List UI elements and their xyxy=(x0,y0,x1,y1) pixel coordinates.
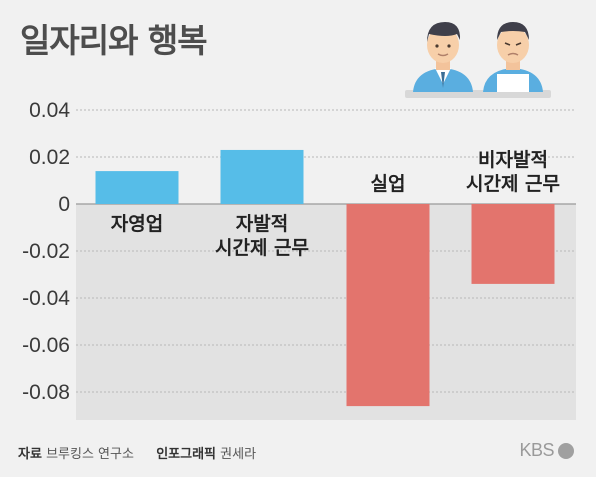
y-tick-label: 0.04 xyxy=(29,99,70,122)
bar-chart: 0.04 0.02 0 -0.02 -0.04 -0.06 -0.08 자영업 자발적 시간제 … xyxy=(22,99,576,420)
kbs-logo: KBS xyxy=(519,440,574,461)
y-tick-label: -0.06 xyxy=(22,334,70,357)
chart-title: 일자리와 행복 xyxy=(20,21,208,60)
bar xyxy=(471,204,555,284)
category-label: 비자발적 시간제 근무 xyxy=(466,149,560,195)
category-label: 자영업 xyxy=(111,213,163,235)
credits: 자료 브루킹스 연구소 인포그래픽 권세라 xyxy=(18,443,256,462)
y-tick-label: -0.08 xyxy=(22,381,70,404)
y-tick-label: 0.02 xyxy=(29,146,70,169)
source-name: 브루킹스 연구소 xyxy=(46,447,134,462)
brand-text: KBS xyxy=(519,440,554,460)
source-label: 자료 xyxy=(18,447,42,462)
graphic-author: 권세라 xyxy=(220,447,257,462)
y-tick-label: -0.02 xyxy=(22,240,70,263)
y-tick-label: 0 xyxy=(58,193,70,216)
graphic-label: 인포그래픽 xyxy=(156,447,217,462)
two-men-icon xyxy=(405,22,551,98)
kbs-circle-icon xyxy=(558,442,574,459)
bar xyxy=(95,171,179,204)
bar xyxy=(346,204,430,407)
category-labels: 자영업 자발적 시간제 근무 실업 비자발적 시간제 근무 xyxy=(111,149,560,259)
bars xyxy=(95,149,555,407)
bar xyxy=(220,149,304,204)
y-tick-labels: 0.04 0.02 0 -0.02 -0.04 -0.06 -0.08 xyxy=(22,99,70,404)
category-label: 자발적 시간제 근무 xyxy=(215,213,309,259)
category-label: 실업 xyxy=(371,173,406,195)
y-tick-label: -0.04 xyxy=(22,287,70,310)
